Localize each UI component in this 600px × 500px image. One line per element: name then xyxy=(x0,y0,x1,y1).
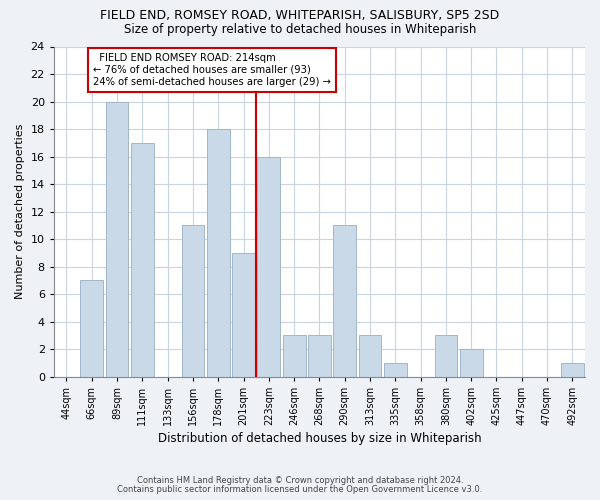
Bar xyxy=(232,253,255,376)
Bar xyxy=(460,349,482,376)
Text: Contains public sector information licensed under the Open Government Licence v3: Contains public sector information licen… xyxy=(118,485,482,494)
Bar xyxy=(80,280,103,376)
Bar xyxy=(106,102,128,376)
Bar xyxy=(257,156,280,376)
Text: Contains HM Land Registry data © Crown copyright and database right 2024.: Contains HM Land Registry data © Crown c… xyxy=(137,476,463,485)
Bar xyxy=(131,143,154,376)
Text: FIELD END, ROMSEY ROAD, WHITEPARISH, SALISBURY, SP5 2SD: FIELD END, ROMSEY ROAD, WHITEPARISH, SAL… xyxy=(100,9,500,22)
X-axis label: Distribution of detached houses by size in Whiteparish: Distribution of detached houses by size … xyxy=(158,432,481,445)
Bar xyxy=(561,363,584,376)
Text: FIELD END ROMSEY ROAD: 214sqm  
← 76% of detached houses are smaller (93)
24% of: FIELD END ROMSEY ROAD: 214sqm ← 76% of d… xyxy=(93,54,331,86)
Bar xyxy=(434,336,457,376)
Bar xyxy=(283,336,305,376)
Bar xyxy=(182,226,205,376)
Bar xyxy=(384,363,407,376)
Bar xyxy=(308,336,331,376)
Bar xyxy=(207,129,230,376)
Y-axis label: Number of detached properties: Number of detached properties xyxy=(15,124,25,300)
Bar xyxy=(359,336,382,376)
Bar xyxy=(334,226,356,376)
Text: Size of property relative to detached houses in Whiteparish: Size of property relative to detached ho… xyxy=(124,22,476,36)
